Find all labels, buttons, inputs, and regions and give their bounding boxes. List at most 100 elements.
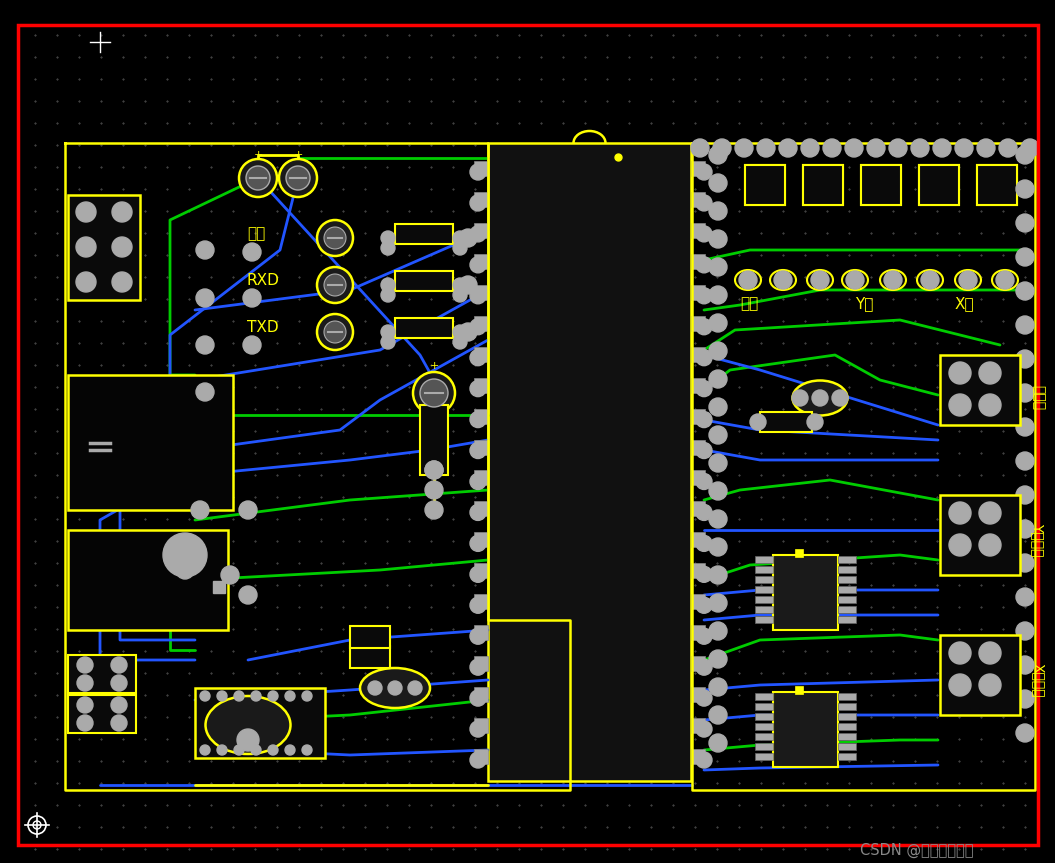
Bar: [350, 626, 390, 648]
Bar: [755, 713, 773, 720]
Bar: [838, 733, 856, 740]
Circle shape: [979, 362, 1001, 384]
Circle shape: [220, 566, 239, 584]
Circle shape: [324, 227, 346, 249]
Bar: [838, 566, 856, 573]
Circle shape: [979, 534, 1001, 556]
Bar: [760, 412, 812, 432]
Circle shape: [316, 267, 353, 303]
Circle shape: [696, 350, 712, 366]
Bar: [474, 625, 488, 640]
Circle shape: [469, 504, 486, 520]
Bar: [861, 165, 901, 205]
Bar: [691, 192, 705, 207]
Bar: [838, 703, 856, 710]
Bar: [691, 687, 705, 702]
Circle shape: [217, 745, 227, 755]
Circle shape: [933, 139, 951, 157]
Circle shape: [246, 166, 270, 190]
Circle shape: [709, 342, 727, 360]
Circle shape: [469, 597, 486, 614]
Circle shape: [812, 390, 828, 406]
Bar: [474, 408, 488, 424]
Circle shape: [200, 691, 210, 701]
Circle shape: [709, 706, 727, 724]
Bar: [474, 595, 488, 609]
Circle shape: [709, 650, 727, 668]
Bar: [691, 595, 705, 609]
Bar: [691, 316, 705, 331]
Circle shape: [696, 566, 712, 583]
Bar: [861, 165, 901, 205]
Circle shape: [77, 657, 93, 673]
Circle shape: [316, 314, 353, 350]
Text: +: +: [429, 361, 439, 371]
Circle shape: [696, 659, 712, 675]
Circle shape: [1016, 622, 1034, 640]
Bar: [474, 532, 488, 547]
Bar: [795, 686, 803, 694]
Circle shape: [950, 642, 971, 664]
Circle shape: [469, 752, 486, 768]
Circle shape: [1016, 520, 1034, 538]
Text: 电源: 电源: [247, 226, 265, 241]
Circle shape: [1016, 656, 1034, 674]
Bar: [474, 378, 488, 393]
Circle shape: [1016, 180, 1034, 198]
Circle shape: [111, 675, 127, 691]
Bar: [745, 165, 785, 205]
Text: Y轴电机: Y轴电机: [1031, 523, 1046, 557]
Circle shape: [709, 538, 727, 556]
Circle shape: [453, 278, 467, 292]
Circle shape: [243, 289, 261, 307]
Circle shape: [239, 586, 257, 604]
Text: 激光: 激光: [740, 296, 759, 311]
Circle shape: [709, 678, 727, 696]
Circle shape: [469, 318, 486, 335]
Bar: [474, 718, 488, 733]
Bar: [474, 749, 488, 764]
Bar: [420, 405, 448, 475]
Bar: [919, 165, 959, 205]
Bar: [940, 355, 1020, 425]
Circle shape: [234, 691, 244, 701]
Circle shape: [381, 278, 395, 292]
Circle shape: [381, 231, 395, 245]
Bar: [395, 318, 453, 338]
Bar: [773, 555, 838, 630]
Bar: [755, 693, 773, 700]
Bar: [68, 195, 140, 300]
Circle shape: [709, 174, 727, 192]
Ellipse shape: [792, 381, 847, 415]
Circle shape: [425, 481, 443, 499]
Ellipse shape: [770, 270, 797, 290]
Bar: [773, 692, 838, 767]
Circle shape: [921, 271, 939, 289]
Circle shape: [709, 566, 727, 584]
Circle shape: [469, 195, 486, 211]
Bar: [68, 530, 228, 630]
Bar: [474, 470, 488, 486]
Circle shape: [279, 159, 316, 197]
Bar: [755, 743, 773, 750]
Circle shape: [200, 745, 210, 755]
Circle shape: [696, 535, 712, 551]
Circle shape: [425, 501, 443, 519]
Circle shape: [709, 370, 727, 388]
Circle shape: [696, 443, 712, 458]
Circle shape: [381, 288, 395, 302]
Circle shape: [302, 691, 312, 701]
Bar: [838, 586, 856, 593]
Bar: [691, 254, 705, 269]
Bar: [213, 581, 225, 593]
Circle shape: [696, 195, 712, 211]
Bar: [68, 695, 136, 733]
Circle shape: [979, 394, 1001, 416]
Ellipse shape: [735, 270, 761, 290]
Circle shape: [696, 628, 712, 644]
Circle shape: [846, 271, 864, 289]
Circle shape: [469, 721, 486, 737]
Bar: [691, 564, 705, 578]
Circle shape: [112, 202, 132, 222]
Circle shape: [1016, 350, 1034, 368]
